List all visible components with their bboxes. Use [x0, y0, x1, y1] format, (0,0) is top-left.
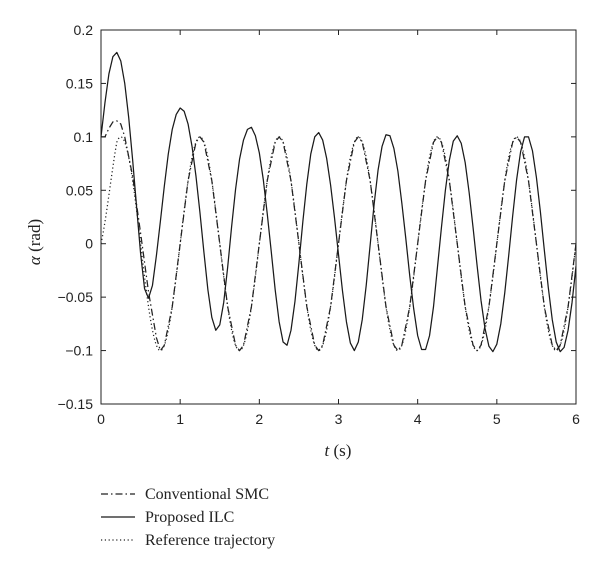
- legend: Conventional SMC Proposed ILC Reference tr…: [101, 486, 275, 549]
- x-tick-label: 5: [493, 411, 501, 427]
- plot-area: 0 1 2 3 4 5 6 0.2 0.15 0.1 0.05 0 −0.05 −0.1 −0.15: [58, 22, 581, 427]
- x-axis-label-var: t: [325, 441, 331, 460]
- plot-frame: [100, 29, 577, 405]
- svg-text:α (rad): α (rad): [25, 219, 44, 265]
- x-axis-label: t (s): [325, 441, 352, 460]
- legend-label: Reference trajectory: [145, 532, 275, 549]
- y-tick-label: 0.2: [74, 22, 94, 38]
- x-tick-label: 0: [97, 411, 105, 427]
- x-tick-label: 4: [414, 411, 422, 427]
- y-tick-label: 0.15: [66, 75, 93, 91]
- series-line-conventional-smc: [101, 120, 576, 352]
- x-tick-label: 6: [572, 411, 580, 427]
- y-tick-label: −0.15: [58, 396, 94, 412]
- legend-label: Proposed ILC: [145, 509, 234, 526]
- x-tick-label: 3: [335, 411, 343, 427]
- x-tick-label: 1: [176, 411, 184, 427]
- series-line-reference-trajectory: [101, 136, 576, 352]
- y-axis-label-var: α: [25, 255, 44, 265]
- y-axis-label: α (rad): [25, 219, 44, 265]
- y-tick-label: 0: [85, 236, 93, 252]
- y-axis-label-unit: (rad): [25, 219, 44, 256]
- y-tick-label: 0.05: [66, 182, 93, 198]
- legend-label: Conventional SMC: [145, 486, 269, 503]
- y-tick-label: −0.1: [65, 343, 93, 359]
- x-tick-label: 2: [255, 411, 263, 427]
- x-axis-label-unit: (s): [329, 441, 351, 460]
- y-tick-label: −0.05: [58, 289, 94, 305]
- y-tick-label: 0.1: [74, 129, 94, 145]
- series-line-proposed-ilc: [101, 51, 576, 353]
